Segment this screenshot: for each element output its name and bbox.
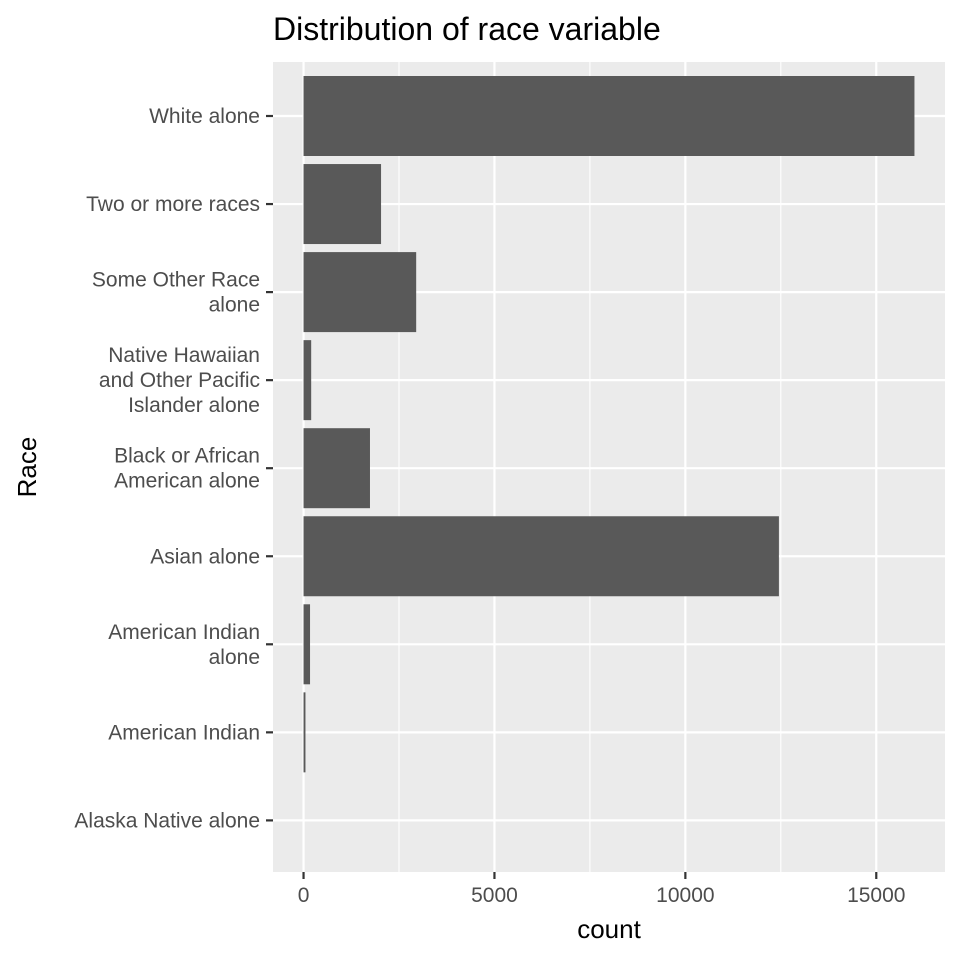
bar bbox=[303, 516, 779, 597]
x-axis-title: count bbox=[577, 914, 641, 944]
bar bbox=[303, 692, 306, 773]
bar bbox=[303, 340, 312, 421]
x-tick-label: 15000 bbox=[847, 884, 905, 907]
x-tick-label: 5000 bbox=[471, 884, 518, 907]
y-tick-label: Two or more races bbox=[86, 193, 260, 216]
x-tick-label: 0 bbox=[298, 884, 310, 907]
y-tick-label: Some Other Race alone bbox=[92, 269, 260, 317]
chart-title: Distribution of race variable bbox=[273, 11, 661, 47]
y-tick-label: Alaska Native alone bbox=[74, 809, 260, 832]
y-tick-label: Black or African American alone bbox=[114, 445, 260, 493]
x-tick-label: 10000 bbox=[656, 884, 714, 907]
y-tick-label: American Indian bbox=[108, 721, 260, 744]
plot-area: White alone Two or more races Some Other R… bbox=[74, 62, 945, 907]
bar bbox=[303, 252, 417, 333]
y-tick-label: Asian alone bbox=[150, 545, 260, 568]
bar bbox=[303, 164, 382, 245]
bar bbox=[303, 76, 915, 156]
y-tick-label: American Indian alone bbox=[108, 621, 260, 669]
y-axis-title: Race bbox=[12, 437, 42, 498]
y-tick-label: Native Hawaiian and Other Pacific Islander… bbox=[99, 344, 260, 417]
plot-panel bbox=[273, 62, 945, 872]
y-tick-label: White alone bbox=[149, 105, 260, 128]
bar bbox=[303, 604, 311, 685]
bar bbox=[303, 428, 370, 509]
